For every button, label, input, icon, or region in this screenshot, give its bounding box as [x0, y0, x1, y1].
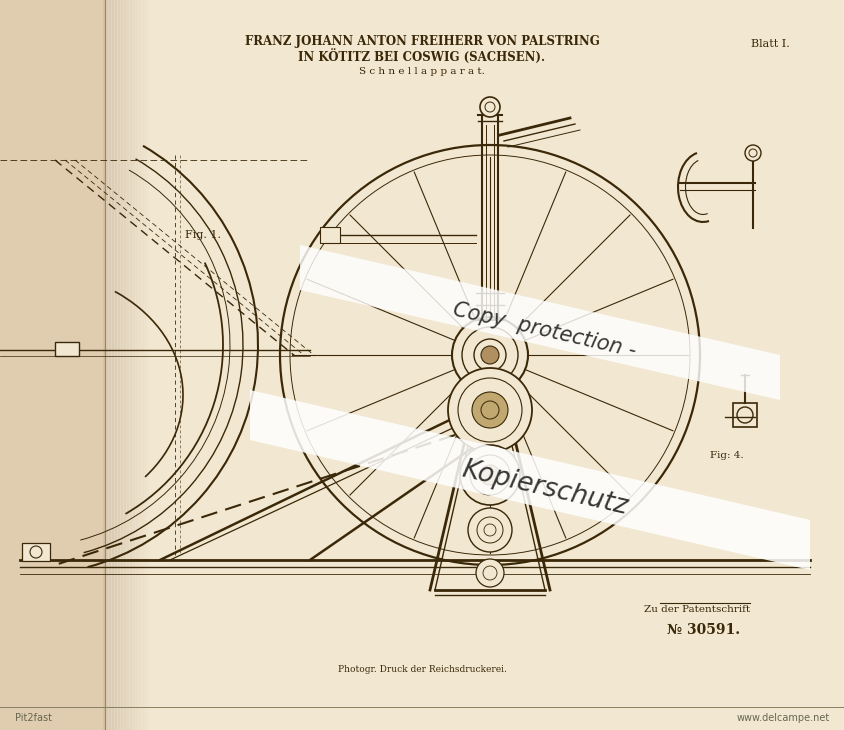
Circle shape [744, 145, 760, 161]
Text: Kopierschutz: Kopierschutz [459, 456, 630, 520]
FancyBboxPatch shape [105, 0, 108, 730]
Polygon shape [250, 390, 809, 570]
Text: Fig. 1.: Fig. 1. [185, 230, 221, 240]
FancyBboxPatch shape [732, 403, 756, 427]
Circle shape [459, 445, 519, 505]
Circle shape [473, 339, 506, 371]
FancyBboxPatch shape [22, 543, 50, 561]
Circle shape [475, 559, 503, 587]
Circle shape [447, 368, 532, 452]
FancyBboxPatch shape [109, 0, 113, 730]
Text: FRANZ JOHANN ANTON FREIHERR VON PALSTRING: FRANZ JOHANN ANTON FREIHERR VON PALSTRIN… [244, 36, 598, 48]
Circle shape [468, 508, 511, 552]
Text: № 30591.: № 30591. [666, 623, 739, 637]
Text: Pit2fast: Pit2fast [15, 713, 52, 723]
Circle shape [452, 317, 528, 393]
Text: IN KÖTITZ BEI COSWIG (SACHSEN).: IN KÖTITZ BEI COSWIG (SACHSEN). [298, 48, 545, 64]
Text: Zu der Patentschrift: Zu der Patentschrift [643, 605, 749, 615]
Circle shape [479, 465, 500, 485]
Text: Blatt I.: Blatt I. [750, 39, 789, 49]
Text: Fig: 4.: Fig: 4. [709, 450, 743, 459]
Circle shape [480, 346, 499, 364]
Text: Photogr. Druck der Reichsdruckerei.: Photogr. Druck der Reichsdruckerei. [337, 666, 506, 675]
FancyBboxPatch shape [103, 0, 107, 730]
FancyBboxPatch shape [0, 0, 105, 730]
Polygon shape [300, 245, 779, 400]
FancyBboxPatch shape [106, 0, 110, 730]
Text: Copy  protection -: Copy protection - [451, 299, 638, 361]
FancyBboxPatch shape [111, 0, 115, 730]
FancyBboxPatch shape [55, 342, 78, 356]
FancyBboxPatch shape [320, 227, 339, 243]
Text: S c h n e l l a p p a r a t.: S c h n e l l a p p a r a t. [359, 67, 484, 77]
FancyBboxPatch shape [107, 0, 111, 730]
Text: www.delcampe.net: www.delcampe.net [736, 713, 829, 723]
Circle shape [479, 97, 500, 117]
Circle shape [472, 392, 507, 428]
